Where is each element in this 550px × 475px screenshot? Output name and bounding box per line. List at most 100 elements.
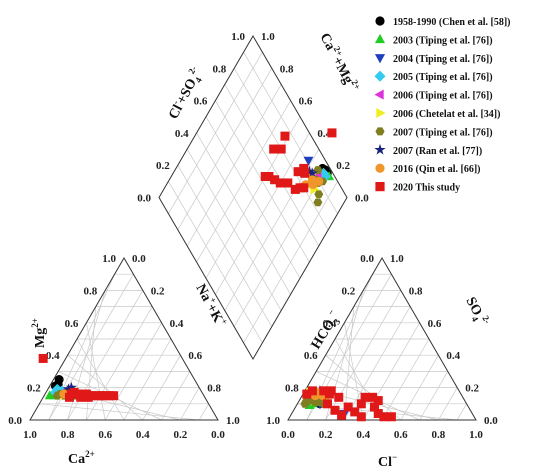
anion-bottom-tick-label: 0.0: [281, 429, 295, 441]
anion-triangle-gridline: [456, 403, 467, 421]
anion-triangle-gridline: [438, 387, 458, 421]
legend-entry-label: 2007 (Ran et al. [77]): [393, 146, 482, 157]
axis-label-cl-so4: Cl-+SO42-: [164, 64, 208, 123]
diamond-point: [314, 190, 324, 199]
legend-entry-label: 1958-1990 (Chen et al. [58]): [393, 17, 510, 28]
diamond-point: [327, 128, 337, 138]
anion-point: [369, 402, 379, 412]
legend-marker: [374, 143, 386, 155]
legend-marker: [375, 16, 385, 26]
diamond-point: [260, 172, 270, 182]
cation-point: [65, 381, 77, 393]
cation-left-tick-label: 0.4: [46, 350, 60, 362]
axis-label-so4: SO42-: [461, 293, 493, 329]
legend-marker: [375, 182, 385, 192]
anion-bottom-tick-label: 0.6: [394, 429, 408, 441]
legend-entry-label: 2006 (Tiping et al. [76]): [393, 91, 493, 102]
diamond-left-tick-label: 1.0: [231, 31, 245, 43]
anion-point: [307, 386, 317, 396]
diamond-gridline: [177, 68, 273, 230]
cation-right-tick-label: 0.0: [132, 253, 146, 265]
diamond-point: [303, 156, 314, 166]
diamond-point: [276, 144, 286, 154]
diamond-point: [306, 167, 318, 179]
anion-bottom-tick-label: 0.8: [432, 429, 446, 441]
legend-marker: [374, 54, 386, 64]
legend: 1958-1990 (Chen et al. [58]) 2003 (Tiping…: [374, 16, 510, 194]
anion-right-tick-label: 0.8: [409, 285, 423, 297]
anion-triangle-gridline: [325, 354, 402, 421]
anion-left-tick-label: 0.8: [285, 383, 299, 395]
diamond-point: [269, 144, 279, 154]
diamond-point: [270, 175, 280, 185]
legend-marker: [376, 107, 386, 119]
cation-right-tick-label: 0.6: [188, 350, 202, 362]
diamond-point: [313, 198, 323, 207]
cation-point: [83, 392, 93, 402]
diamond-left-tick-label: 0.2: [156, 160, 170, 172]
anion-point: [356, 399, 366, 409]
anion-right-tick-label: 0.2: [465, 383, 479, 395]
diamond-right-tick-label: 0.8: [280, 63, 294, 75]
diamond-point: [275, 178, 285, 188]
cation-triangle-gridline: [67, 354, 144, 421]
diagram-tick-labels: 1.00.00.00.01.0 0.00.01.00.80.20.20.20.8 0…: [8, 31, 498, 441]
legend-entry-label: 2016 (Qin et al. [66]): [393, 164, 481, 175]
legend-entry-label: 2007 (Tiping et al. [76]): [393, 127, 493, 138]
legend-marker: [375, 163, 385, 173]
cation-triangle-gridline: [86, 306, 153, 421]
anion-point: [373, 396, 383, 406]
cation-right-tick-label: 0.4: [170, 318, 184, 330]
cation-triangle-gridline: [123, 338, 172, 421]
cation-point: [76, 392, 86, 402]
cation-triangle-frame: [29, 257, 219, 421]
anion-bottom-tick-label: 1.0: [469, 429, 483, 441]
svg-text:Mg2+: Mg2+: [30, 318, 48, 348]
diamond-gridline: [196, 100, 291, 263]
anion-point: [360, 392, 370, 402]
cation-left-tick-label: 0.6: [65, 318, 79, 330]
legend-entry-label: 2004 (Tiping et al. [76]): [393, 54, 493, 65]
legend-entry-label: 2020 This study: [393, 183, 460, 194]
diamond-right-tick-label: 0.0: [355, 193, 369, 205]
cation-point: [44, 390, 55, 400]
anion-point: [322, 399, 332, 409]
cation-bottom-tick-label: 0.6: [98, 429, 112, 441]
legend-marker: [375, 127, 385, 136]
anion-right-tick-label: 0.0: [484, 415, 498, 427]
legend-marker: [374, 33, 386, 44]
data-points: [38, 128, 396, 422]
diagram-grids: [39, 51, 467, 421]
anion-point: [368, 392, 378, 402]
axis-label-ca-mg: Ca2++Mg2+: [316, 29, 362, 94]
diamond-left-tick-label: 0.4: [175, 128, 189, 140]
diamond-point: [303, 165, 315, 177]
anion-point: [343, 402, 353, 412]
axis-label-ca: Ca2+: [68, 449, 95, 467]
anion-point: [350, 407, 360, 417]
diamond-right-tick-label: 1.0: [261, 31, 275, 43]
cation-bottom-tick-label: 0.2: [174, 429, 188, 441]
anion-left-tick-label: 0.2: [341, 285, 355, 297]
cation-right-tick-label: 0.2: [151, 285, 165, 297]
anion-point: [302, 389, 312, 399]
diamond-point: [295, 183, 305, 193]
anion-triangle-gridline: [344, 306, 411, 421]
cation-bottom-tick-label: 0.0: [211, 429, 225, 441]
anion-point: [334, 392, 344, 402]
svg-text:Cl-+SO42-: Cl-+SO42-: [164, 64, 208, 123]
anion-point: [373, 409, 383, 419]
diamond-point: [293, 167, 303, 177]
svg-text:Ca2++Mg2+: Ca2++Mg2+: [316, 29, 362, 94]
cation-point: [62, 383, 75, 394]
anion-right-tick-label: 0.4: [446, 350, 460, 362]
cation-left-tick-label: 0.2: [27, 383, 41, 395]
cation-triangle-gridline: [198, 403, 209, 421]
diamond-left-tick-label: 0.8: [212, 63, 226, 75]
anion-left-tick-label: 1.0: [266, 415, 280, 427]
legend-marker: [374, 89, 384, 100]
diamond-gridline: [224, 84, 320, 247]
diamond-gridline: [186, 84, 282, 247]
diamond-right-tick-label: 0.2: [336, 160, 350, 172]
diamond-point: [299, 163, 309, 173]
